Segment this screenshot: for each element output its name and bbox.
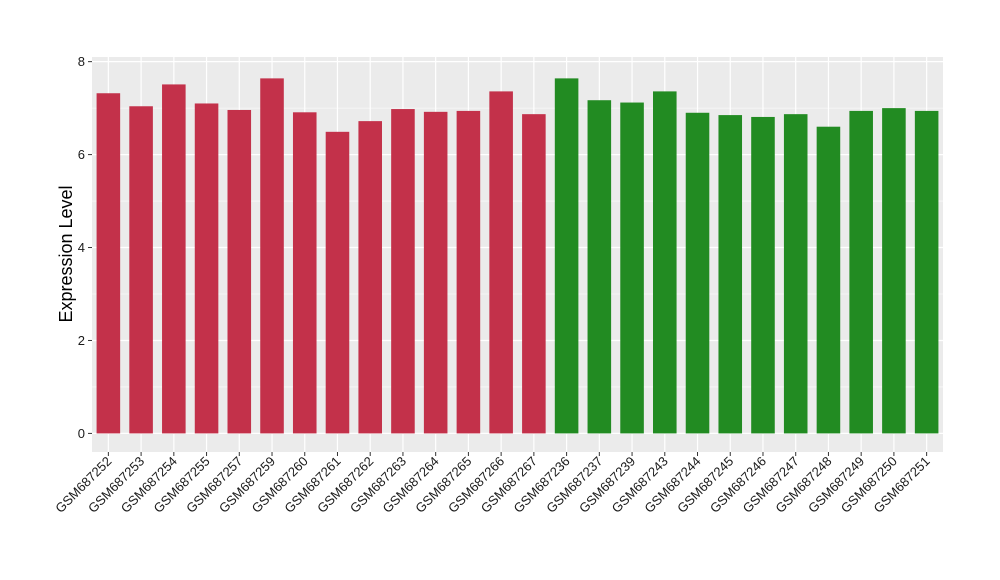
bar: [423, 111, 448, 434]
bar: [620, 102, 644, 434]
bar: [882, 108, 906, 434]
bar: [358, 121, 382, 434]
bar: [718, 115, 743, 434]
y-tick-label: 4: [78, 240, 85, 255]
y-tick-label: 6: [78, 147, 85, 162]
bar: [914, 110, 939, 434]
bar: [554, 78, 579, 434]
bar: [227, 109, 252, 434]
x-axis: GSM687252GSM687253GSM687254GSM687255GSM6…: [52, 452, 933, 516]
y-tick-label: 2: [78, 333, 85, 348]
bar: [489, 91, 513, 434]
bar: [162, 84, 186, 434]
bar: [129, 106, 153, 434]
bar: [194, 103, 219, 434]
bar: [653, 91, 677, 434]
bar: [751, 116, 775, 434]
bar: [783, 114, 808, 434]
y-tick-label: 8: [78, 54, 85, 69]
bar: [685, 112, 710, 434]
plot-panel: [92, 57, 943, 452]
bar: [325, 131, 350, 434]
bar: [522, 114, 546, 434]
bar: [816, 126, 841, 434]
y-tick-label: 0: [78, 426, 85, 441]
bar: [849, 110, 873, 434]
y-axis-title: Expression Level: [56, 185, 76, 322]
bar: [260, 78, 284, 434]
bar: [292, 112, 317, 434]
bar: [391, 109, 415, 434]
bars: [96, 78, 939, 434]
bar: [456, 110, 481, 434]
bar: [96, 93, 121, 434]
bar: [587, 100, 612, 434]
y-axis: 0 2 4 6 8: [78, 54, 92, 441]
